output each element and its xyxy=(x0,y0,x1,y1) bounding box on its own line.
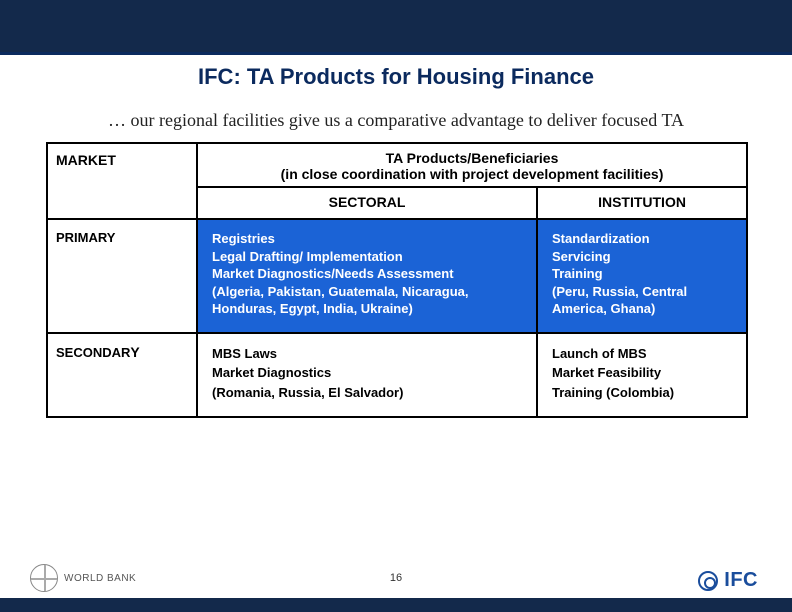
cell-secondary-institution: Launch of MBS Market Feasibility Trainin… xyxy=(537,333,747,418)
secondary-prefix: SECONDAR xyxy=(56,345,130,360)
bottom-band xyxy=(0,598,792,612)
row-label-primary: PRIMARY xyxy=(47,219,197,333)
header-span-line2: (in close coordination with project deve… xyxy=(281,166,664,182)
globe-icon xyxy=(30,564,58,592)
slide-subtitle: … our regional facilities give us a comp… xyxy=(0,110,792,131)
header-institution: INSTITUTION xyxy=(537,187,747,219)
row-label-secondary: SECONDARY xyxy=(47,333,197,418)
world-bank-logo: WORLD BANK xyxy=(30,564,136,592)
slide: IFC: TA Products for Housing Finance … o… xyxy=(0,0,792,612)
ifc-logo: IFC xyxy=(698,569,758,592)
header-market: MARKET xyxy=(47,143,197,219)
ifc-mark-icon xyxy=(698,571,718,591)
top-band xyxy=(0,0,792,52)
slide-title: IFC: TA Products for Housing Finance xyxy=(0,64,792,90)
secondary-suffix: Y xyxy=(130,344,139,360)
header-span-line1: TA Products/Beneficiaries xyxy=(386,150,559,166)
table-header-row-1: MARKET TA Products/Beneficiaries (in clo… xyxy=(47,143,747,187)
header-sectoral: SECTORAL xyxy=(197,187,537,219)
table-row: SECONDARY MBS Laws Market Diagnostics (R… xyxy=(47,333,747,418)
world-bank-label: WORLD BANK xyxy=(64,573,136,584)
cell-primary-sectoral: Registries Legal Drafting/ Implementatio… xyxy=(197,219,537,333)
header-products-span: TA Products/Beneficiaries (in close coor… xyxy=(197,143,747,187)
ifc-label: IFC xyxy=(724,569,758,592)
cell-secondary-sectoral: MBS Laws Market Diagnostics (Romania, Ru… xyxy=(197,333,537,418)
table-row: PRIMARY Registries Legal Drafting/ Imple… xyxy=(47,219,747,333)
cell-primary-institution: Standardization Servicing Training (Peru… xyxy=(537,219,747,333)
products-table: MARKET TA Products/Beneficiaries (in clo… xyxy=(46,142,748,418)
